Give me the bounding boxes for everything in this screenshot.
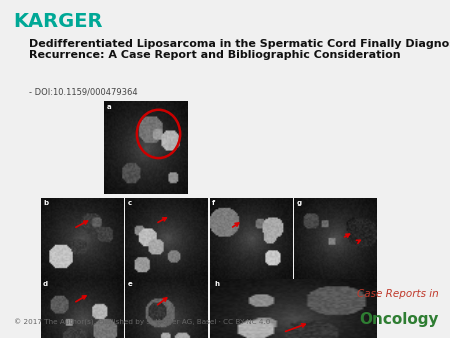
Text: g: g xyxy=(297,200,302,206)
Text: Case Reports in: Case Reports in xyxy=(357,289,439,299)
Text: Dedifferentiated Liposarcoma in the Spermatic Cord Finally Diagnosed at 7th Rese: Dedifferentiated Liposarcoma in the Sper… xyxy=(29,39,450,61)
Text: h: h xyxy=(215,281,220,287)
Text: © 2017 The Author(s). Published by S. Karger AG, Basel · CC BY-NC 4.0: © 2017 The Author(s). Published by S. Ka… xyxy=(14,319,270,326)
Text: - DOI:10.1159/000479364: - DOI:10.1159/000479364 xyxy=(29,88,138,97)
Text: f: f xyxy=(212,200,215,206)
Text: a: a xyxy=(107,104,112,110)
Text: c: c xyxy=(127,200,132,206)
Text: e: e xyxy=(127,281,132,287)
Text: d: d xyxy=(43,281,48,287)
Text: Oncology: Oncology xyxy=(359,312,439,327)
Text: KARGER: KARGER xyxy=(14,12,103,31)
Text: b: b xyxy=(43,200,48,206)
